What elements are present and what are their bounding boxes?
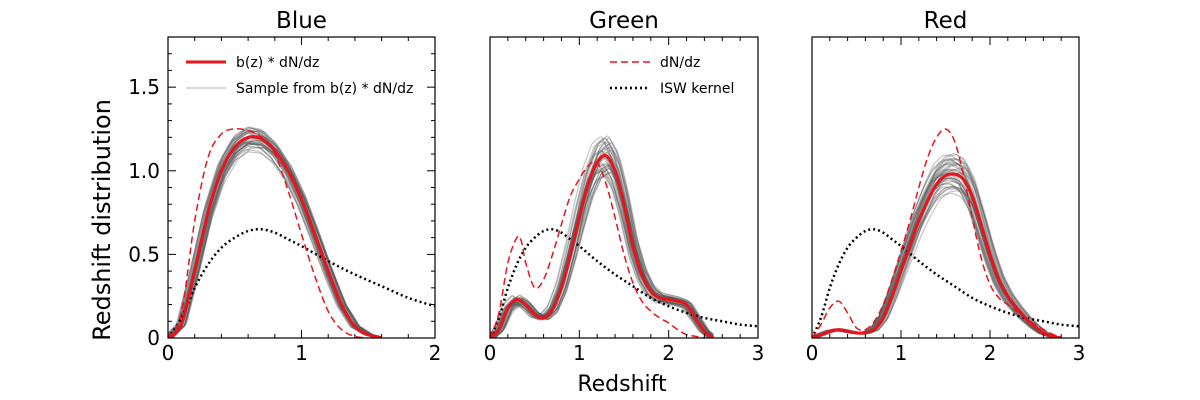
bz-dndz-line xyxy=(490,153,715,338)
x-tick-label: 0 xyxy=(806,341,819,365)
bz-dndz-line xyxy=(812,172,1062,338)
x-axis-label: Redshift xyxy=(577,372,667,397)
sample-curve xyxy=(490,175,714,338)
sample-curve xyxy=(168,141,382,338)
sample-curve xyxy=(490,157,714,338)
sample-curve xyxy=(168,135,382,338)
curves xyxy=(812,128,1079,338)
legend-label: b(z) * dN/dz xyxy=(236,55,319,71)
sample-curve xyxy=(490,135,714,338)
sample-curve xyxy=(490,142,714,338)
panel-blue: Blue 0 1 2 0 0.5 1.0 1.5 b(z) * dN/dz Sample from… xyxy=(128,8,441,365)
curves xyxy=(168,126,435,338)
x-tick-label: 2 xyxy=(984,341,997,365)
y-tick-label: 1.0 xyxy=(128,159,160,183)
panel-red: Red 0 1 2 3 xyxy=(806,8,1086,365)
panels: Blue 0 1 2 0 0.5 1.0 1.5 b(z) * dN/dz Sample from… xyxy=(128,8,1085,365)
x-tick-label: 0 xyxy=(162,341,175,365)
y-tick-label: 0 xyxy=(147,326,160,350)
sample-curve xyxy=(490,147,714,338)
x-tick-label: 1 xyxy=(895,341,908,365)
legend-label: dN/dz xyxy=(660,55,700,71)
sample-curve xyxy=(490,162,714,338)
legend: dN/dz ISW kernel xyxy=(610,55,734,97)
y-tick-label: 1.5 xyxy=(128,75,160,99)
sample-curve xyxy=(168,135,382,338)
x-tick-label: 2 xyxy=(429,341,442,365)
sample-curve xyxy=(490,149,714,338)
sample-curve xyxy=(490,137,714,338)
x-tick-label: 3 xyxy=(1073,341,1086,365)
x-tick-label: 2 xyxy=(662,341,675,365)
sample-curve xyxy=(490,167,714,338)
axes-frame xyxy=(811,36,1080,339)
axes-frame xyxy=(489,36,759,339)
panel-title: Red xyxy=(924,8,968,34)
x-tick-label: 3 xyxy=(752,341,765,365)
sample-curve xyxy=(168,134,382,338)
dndz-line xyxy=(168,128,369,338)
dndz-line xyxy=(812,128,1062,338)
sample-curve xyxy=(490,143,714,338)
sample-curve xyxy=(490,174,714,338)
y-tick-label: 0.5 xyxy=(128,242,160,266)
curves xyxy=(490,135,758,338)
x-tick-label: 1 xyxy=(573,341,586,365)
sample-curve xyxy=(168,137,382,338)
y-axis-label: Redshift distribution xyxy=(88,99,116,341)
sample-curve xyxy=(168,146,382,338)
legend-label: Sample from b(z) * dN/dz xyxy=(236,81,413,97)
sample-curve xyxy=(490,169,714,338)
panel-green: Green 0 1 2 3 dN/dz ISW kernel xyxy=(484,8,765,365)
x-tick-label: 1 xyxy=(295,341,308,365)
sample-curve xyxy=(490,166,714,338)
isw-kernel-line xyxy=(168,227,435,338)
dndz-line xyxy=(490,160,705,338)
sample-curve xyxy=(490,141,714,338)
bz-dndz-line xyxy=(168,135,382,338)
sample-curve xyxy=(490,136,714,338)
sample-curve xyxy=(168,128,382,338)
sample-curve xyxy=(490,163,714,338)
sample-curve xyxy=(490,146,714,338)
legend: b(z) * dN/dz Sample from b(z) * dN/dz xyxy=(186,55,413,97)
sample-curve xyxy=(490,163,714,338)
sample-curve xyxy=(168,142,382,338)
isw-kernel-line xyxy=(490,227,758,338)
x-tick-label: 0 xyxy=(484,341,497,365)
panel-title: Blue xyxy=(276,8,327,34)
panel-title: Green xyxy=(589,8,659,34)
sample-curve xyxy=(168,137,382,338)
legend-label: ISW kernel xyxy=(660,81,734,97)
